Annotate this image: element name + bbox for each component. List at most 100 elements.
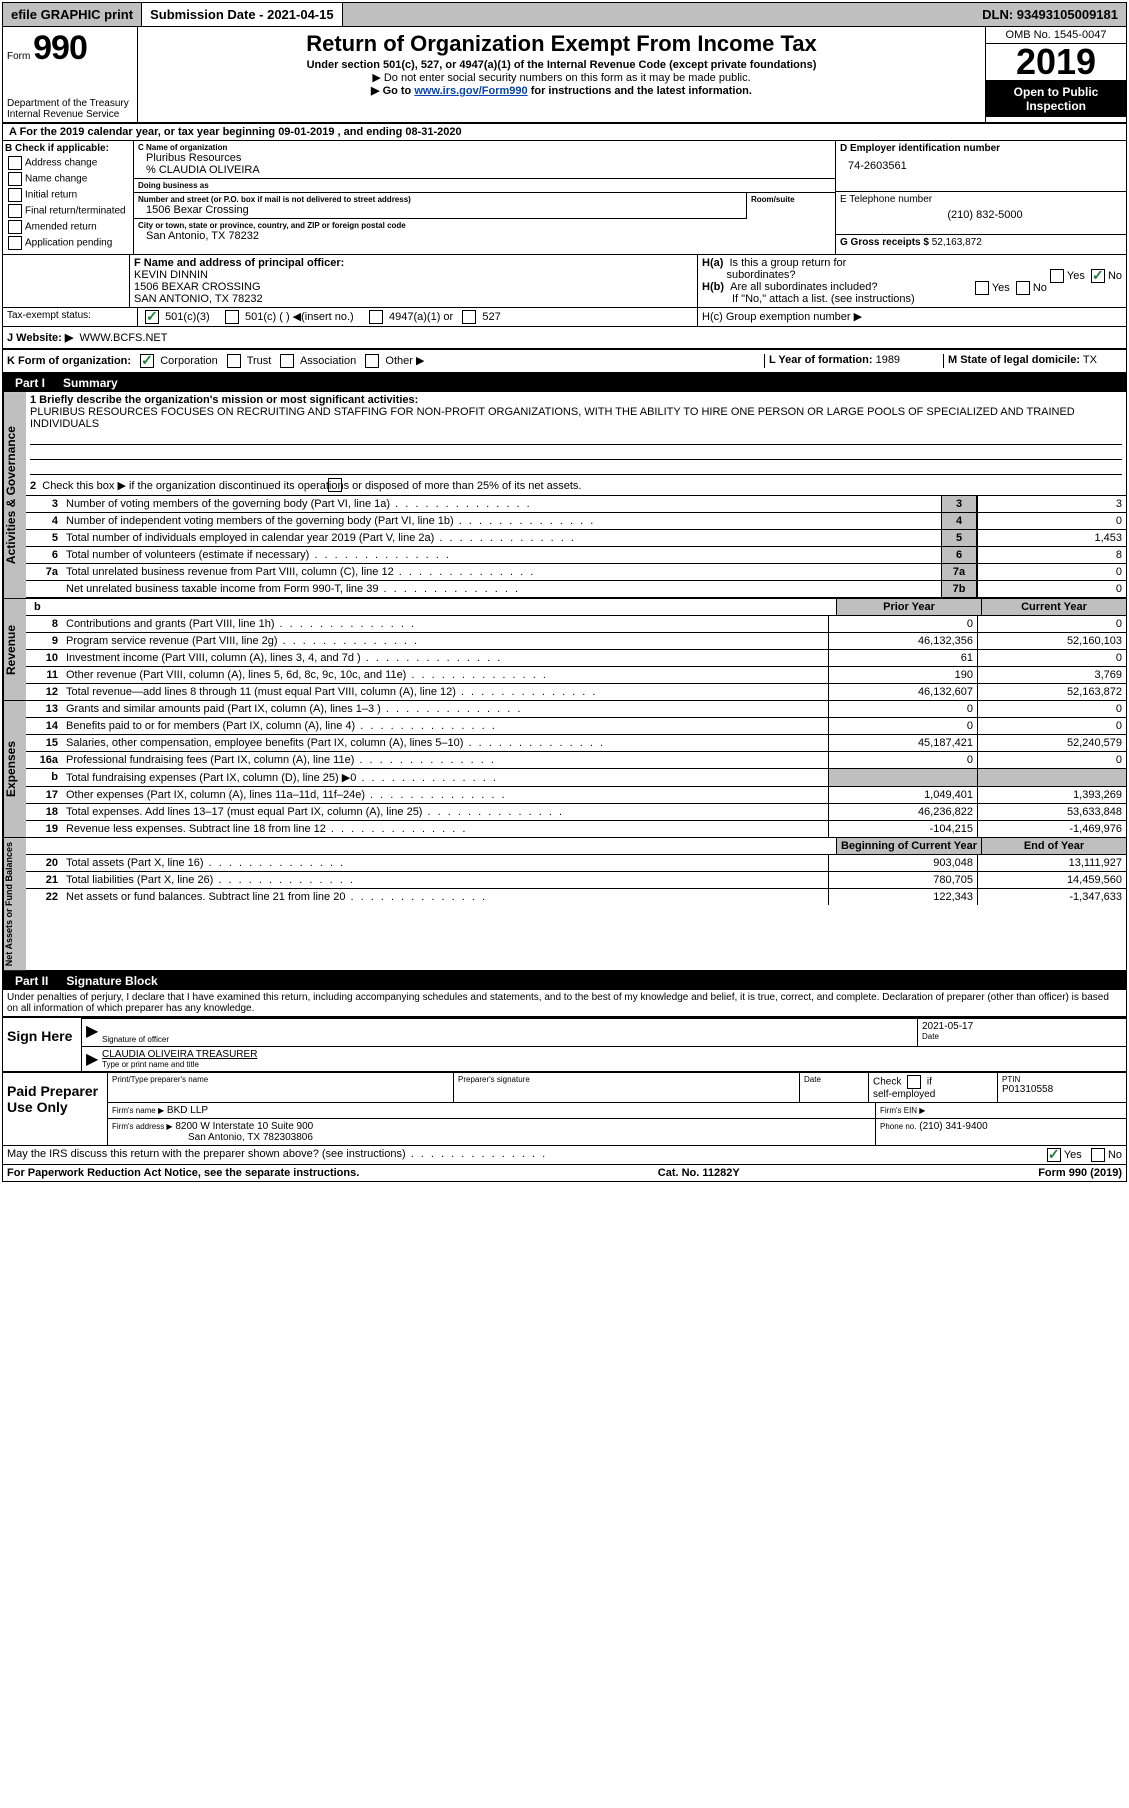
summary-line: 17Other expenses (Part IX, column (A), l… [26,787,1126,804]
dba: Doing business as [134,179,835,193]
summary-line: 20Total assets (Part X, line 16)903,0481… [26,855,1126,872]
ha-yes[interactable] [1050,269,1064,283]
section-expenses: Expenses 13Grants and similar amounts pa… [3,701,1126,838]
chk-501c3[interactable] [145,310,159,324]
section-activities: Activities & Governance 1 Briefly descri… [3,392,1126,599]
summary-line: 8Contributions and grants (Part VIII, li… [26,616,1126,633]
h-c: H(c) Group exemption number ▶ [698,308,1126,326]
chk-assoc[interactable] [280,354,294,368]
preparer-sig[interactable]: Preparer's signature [454,1073,800,1102]
sig-officer[interactable]: Signature of officer [98,1019,918,1046]
row-klm: K Form of organization: Corporation Trus… [3,350,1126,374]
dept-treasury: Department of the Treasury [7,98,133,109]
summary-line: 16aProfessional fundraising fees (Part I… [26,752,1126,769]
summary-line: 14Benefits paid to or for members (Part … [26,718,1126,735]
row-j: J Website: ▶ WWW.BCFS.NET [3,327,1126,350]
note-link: ▶ Go to www.irs.gov/Form990 for instruct… [144,84,979,97]
chk-corp[interactable] [140,354,154,368]
sig-date: 2021-05-17 Date [918,1019,1126,1046]
gross-receipts: G Gross receipts $ 52,163,872 [836,235,1126,250]
footer-right: Form 990 (2019) [1038,1167,1122,1179]
section-revenue: Revenue b Prior Year Current Year 8Contr… [3,599,1126,701]
summary-line: 7aTotal unrelated business revenue from … [26,564,1126,581]
chk-527[interactable] [462,310,476,324]
footer-mid: Cat. No. 11282Y [658,1167,740,1179]
chk-4947[interactable] [369,310,383,324]
preparer-date[interactable]: Date [800,1073,869,1102]
note-ssn: ▶ Do not enter social security numbers o… [144,71,979,84]
tax-status: 501(c)(3) 501(c) ( ) ◀(insert no.) 4947(… [138,308,698,326]
header-center: Return of Organization Exempt From Incom… [138,27,985,122]
city: City or town, state or province, country… [134,219,835,244]
summary-line: 15Salaries, other compensation, employee… [26,735,1126,752]
chk-initial-return[interactable]: Initial return [5,188,131,202]
form-header: Form 990 Department of the Treasury Inte… [3,27,1126,124]
summary-line: 19Revenue less expenses. Subtract line 1… [26,821,1126,837]
room-suite: Room/suite [747,193,835,219]
summary-line: 3Number of voting members of the governi… [26,496,1126,513]
chk-501c[interactable] [225,310,239,324]
paid-preparer-label: Paid Preparer Use Only [3,1073,108,1145]
form990-link[interactable]: www.irs.gov/Form990 [414,85,527,97]
chk-app-pending[interactable]: Application pending [5,236,131,250]
chk-final-return[interactable]: Final return/terminated [5,204,131,218]
chk-address-change[interactable]: Address change [5,156,131,170]
submission-date: Submission Date - 2021-04-15 [142,3,343,26]
section-fh: F Name and address of principal officer:… [3,254,1126,308]
firm-ein: Firm's EIN ▶ [876,1103,1126,1118]
firm-phone: Phone no. (210) 341-9400 [876,1119,1126,1145]
preparer-name[interactable]: Print/Type preparer's name [108,1073,454,1102]
form-subtitle: Under section 501(c), 527, or 4947(a)(1)… [144,59,979,71]
row-i: Tax-exempt status: 501(c)(3) 501(c) ( ) … [3,308,1126,327]
self-employed[interactable]: Check ifself-employed [869,1073,998,1102]
summary-line: 9Program service revenue (Part VIII, lin… [26,633,1126,650]
summary-line: Net unrelated business taxable income fr… [26,581,1126,598]
discuss-yes[interactable] [1047,1148,1061,1162]
summary-line: 22Net assets or fund balances. Subtract … [26,889,1126,905]
dln: DLN: 93493105009181 [974,3,1126,26]
year-header-1: b Prior Year Current Year [26,599,1126,616]
sig-name: CLAUDIA OLIVEIRA TREASURER Type or print… [98,1047,1126,1071]
part2-header: Part II Signature Block [3,972,1126,990]
form-number: 990 [33,29,87,67]
tax-year: 2019 [986,44,1126,81]
chk-name-change[interactable]: Name change [5,172,131,186]
summary-line: 4Number of independent voting members of… [26,513,1126,530]
form-title: Return of Organization Exempt From Incom… [144,31,979,57]
part1-header: Part I Summary [3,374,1126,392]
hb-no[interactable] [1016,281,1030,295]
summary-line: 13Grants and similar amounts paid (Part … [26,701,1126,718]
chk-trust[interactable] [227,354,241,368]
firm-address: Firm's address ▶ 8200 W Interstate 10 Su… [108,1119,876,1145]
summary-line: 10Investment income (Part VIII, column (… [26,650,1126,667]
irs-label: Internal Revenue Service [7,109,133,120]
b-title: B Check if applicable: [5,143,109,154]
section-netassets: Net Assets or Fund Balances Beginning of… [3,838,1126,972]
chk-discontinued[interactable] [328,478,342,492]
chk-other[interactable] [365,354,379,368]
h-b-note: If "No," attach a list. (see instruction… [702,293,1122,305]
form-prefix: Form [7,51,30,62]
header-left: Form 990 Department of the Treasury Inte… [3,27,138,122]
hb-yes[interactable] [975,281,989,295]
year-header-2: Beginning of Current Year End of Year [26,838,1126,855]
discuss-row: May the IRS discuss this return with the… [3,1145,1126,1164]
ha-no[interactable] [1091,269,1105,283]
perjury-statement: Under penalties of perjury, I declare th… [3,990,1126,1016]
chk-amended[interactable]: Amended return [5,220,131,234]
street: Number and street (or P.O. box if mail i… [134,193,747,219]
vtab-rev: Revenue [3,599,26,700]
summary-line: 21Total liabilities (Part X, line 26)780… [26,872,1126,889]
line-a-taxyear: A For the 2019 calendar year, or tax yea… [3,124,1126,141]
page-footer: For Paperwork Reduction Act Notice, see … [3,1164,1126,1181]
summary-line: 12Total revenue—add lines 8 through 11 (… [26,684,1126,700]
col-deg: D Employer identification number 74-2603… [836,141,1126,254]
line-2: 2 Check this box ▶ if the organization d… [26,477,1126,496]
officer-f: F Name and address of principal officer:… [130,255,698,307]
summary-line: 5Total number of individuals employed in… [26,530,1126,547]
paid-preparer-block: Paid Preparer Use Only Print/Type prepar… [3,1071,1126,1145]
summary-line: bTotal fundraising expenses (Part IX, co… [26,769,1126,787]
ptin: PTINP01310558 [998,1073,1126,1102]
discuss-no[interactable] [1091,1148,1105,1162]
summary-line: 11Other revenue (Part VIII, column (A), … [26,667,1126,684]
